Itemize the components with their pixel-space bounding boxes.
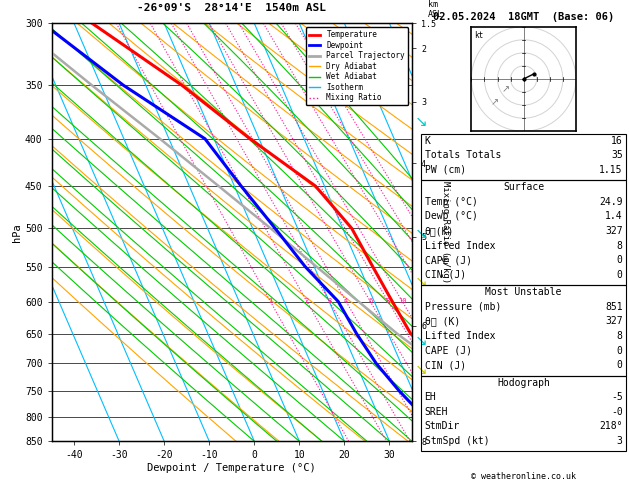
Text: CAPE (J): CAPE (J): [425, 346, 472, 356]
Text: kt: kt: [474, 31, 483, 40]
Text: ↘: ↘: [415, 333, 428, 347]
Text: 8: 8: [617, 331, 623, 341]
Text: 3: 3: [617, 436, 623, 446]
Text: 8: 8: [617, 241, 623, 251]
Text: EH: EH: [425, 392, 437, 402]
Text: 327: 327: [605, 316, 623, 327]
Text: PW (cm): PW (cm): [425, 165, 465, 175]
Text: CIN (J): CIN (J): [425, 270, 465, 280]
Text: StmDir: StmDir: [425, 421, 460, 432]
Text: StmSpd (kt): StmSpd (kt): [425, 436, 489, 446]
Text: 2: 2: [304, 298, 309, 304]
Text: Totals Totals: Totals Totals: [425, 150, 501, 160]
Text: Hodograph: Hodograph: [497, 378, 550, 388]
Text: ↘: ↘: [415, 362, 428, 377]
Text: 6: 6: [368, 298, 372, 304]
Text: Temp (°C): Temp (°C): [425, 197, 477, 207]
X-axis label: Dewpoint / Temperature (°C): Dewpoint / Temperature (°C): [147, 463, 316, 473]
Text: 10: 10: [398, 298, 406, 304]
Text: -26°09'S  28°14'E  1540m ASL: -26°09'S 28°14'E 1540m ASL: [137, 3, 326, 13]
Y-axis label: Mixing Ratio (g/kg): Mixing Ratio (g/kg): [441, 181, 450, 283]
Legend: Temperature, Dewpoint, Parcel Trajectory, Dry Adiabat, Wet Adiabat, Isotherm, Mi: Temperature, Dewpoint, Parcel Trajectory…: [306, 27, 408, 105]
Text: 1.15: 1.15: [599, 165, 623, 175]
Y-axis label: hPa: hPa: [12, 223, 22, 242]
Text: Surface: Surface: [503, 182, 544, 192]
Text: 8: 8: [386, 298, 390, 304]
Text: 0: 0: [617, 255, 623, 265]
Text: km
ASL: km ASL: [428, 0, 443, 19]
Text: ↘: ↘: [415, 275, 428, 289]
Text: SREH: SREH: [425, 407, 448, 417]
Text: θᴀ(K): θᴀ(K): [425, 226, 454, 236]
Text: K: K: [425, 136, 430, 146]
Text: 0: 0: [617, 360, 623, 370]
Text: ↗: ↗: [501, 85, 509, 94]
Text: 851: 851: [605, 302, 623, 312]
Text: CIN (J): CIN (J): [425, 360, 465, 370]
Text: Dewp (°C): Dewp (°C): [425, 211, 477, 222]
Text: 02.05.2024  18GMT  (Base: 06): 02.05.2024 18GMT (Base: 06): [433, 12, 615, 22]
Text: ↘: ↘: [415, 114, 428, 129]
Text: Lifted Index: Lifted Index: [425, 241, 495, 251]
Text: © weatheronline.co.uk: © weatheronline.co.uk: [471, 472, 576, 481]
Text: -5: -5: [611, 392, 623, 402]
Text: Pressure (mb): Pressure (mb): [425, 302, 501, 312]
Text: 0: 0: [617, 346, 623, 356]
Text: CAPE (J): CAPE (J): [425, 255, 472, 265]
Text: Most Unstable: Most Unstable: [486, 287, 562, 297]
Text: 0: 0: [617, 270, 623, 280]
Text: ↗: ↗: [491, 98, 499, 107]
Text: 16: 16: [611, 136, 623, 146]
Text: ↘: ↘: [415, 226, 428, 241]
Text: 24.9: 24.9: [599, 197, 623, 207]
Text: θᴀ (K): θᴀ (K): [425, 316, 460, 327]
Text: 3: 3: [327, 298, 331, 304]
Text: Lifted Index: Lifted Index: [425, 331, 495, 341]
Text: -0: -0: [611, 407, 623, 417]
Text: 1.4: 1.4: [605, 211, 623, 222]
Text: 4: 4: [344, 298, 348, 304]
Text: 327: 327: [605, 226, 623, 236]
Text: 35: 35: [611, 150, 623, 160]
Text: 1: 1: [268, 298, 272, 304]
Text: 218°: 218°: [599, 421, 623, 432]
